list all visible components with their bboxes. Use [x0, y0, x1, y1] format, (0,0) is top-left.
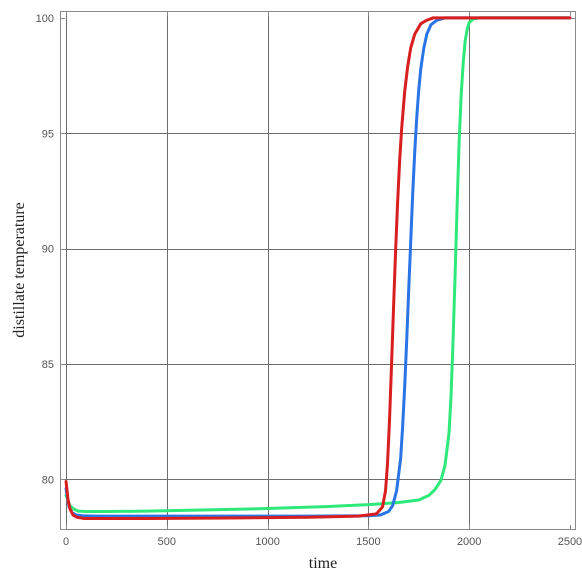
series-line-3: [64, 16, 572, 520]
y-tick-label: 90: [42, 244, 54, 256]
series-line-1: [64, 16, 572, 514]
x-tick-label: 1500: [356, 536, 380, 548]
x-axis-title: time: [309, 555, 337, 572]
grid-lines: [60, 11, 576, 530]
plot-border: [60, 11, 576, 530]
series-line-2: [64, 16, 572, 518]
x-tick-label: 0: [63, 536, 69, 548]
y-tick-label: 100: [36, 13, 54, 25]
x-tick-label: 1000: [255, 536, 279, 548]
axis-ticks: 0 500 1000 1500 2000 2500 80 85 90 95 100: [36, 11, 582, 548]
y-tick-label: 95: [42, 128, 54, 140]
x-tick-label: 2000: [457, 536, 481, 548]
plot-frame: [60, 11, 576, 530]
x-tick-label: 500: [158, 536, 176, 548]
x-tick-label: 2500: [558, 536, 582, 548]
data-series: [64, 16, 572, 520]
y-tick-label: 85: [42, 359, 54, 371]
y-axis-title: distillate temperature: [11, 202, 28, 338]
y-tick-label: 80: [42, 474, 54, 486]
